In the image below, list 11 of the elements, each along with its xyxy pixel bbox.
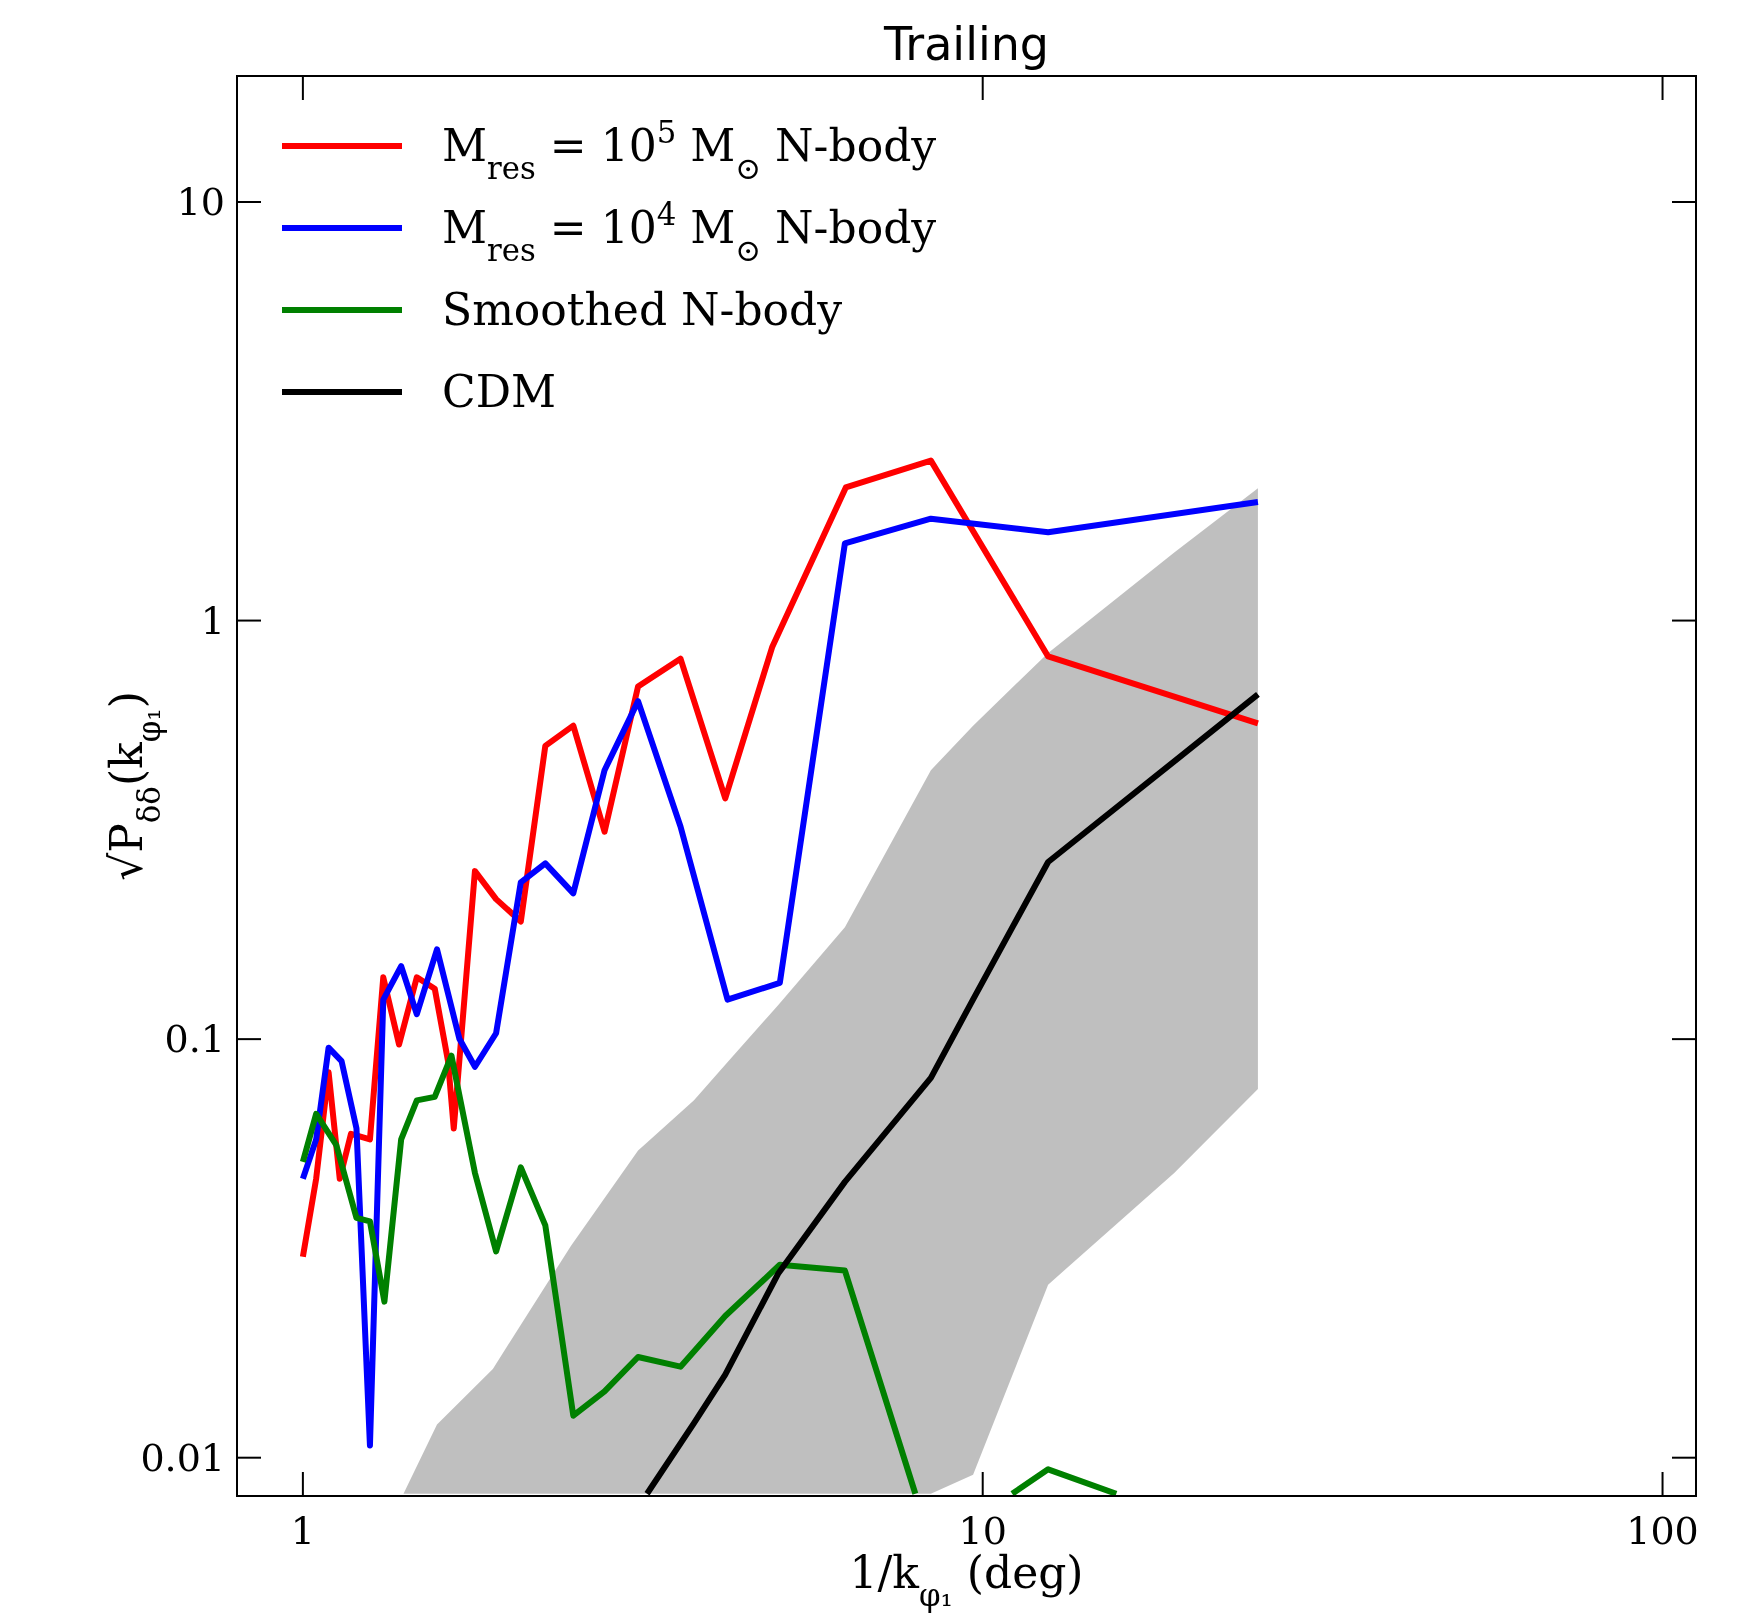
legend-label: M$_{res}$ = 10$^{4}$ M$_{⊙}$ N-body: [442, 196, 937, 268]
legend-label: CDM: [442, 366, 556, 417]
legend-label: M$_{res}$ = 10$^{5}$ M$_{⊙}$ N-body: [442, 114, 937, 186]
y-tick-label: 10: [176, 180, 225, 224]
y-tick-label: 0.01: [140, 1435, 225, 1480]
y-tick-label: 0.1: [164, 1017, 225, 1062]
legend-label: Smoothed N-body: [442, 284, 843, 335]
y-tick-label: 1: [200, 598, 225, 643]
chart-title: Trailing: [882, 17, 1050, 71]
x-tick-label: 1: [290, 1509, 315, 1553]
x-tick-label: 100: [1626, 1509, 1699, 1553]
